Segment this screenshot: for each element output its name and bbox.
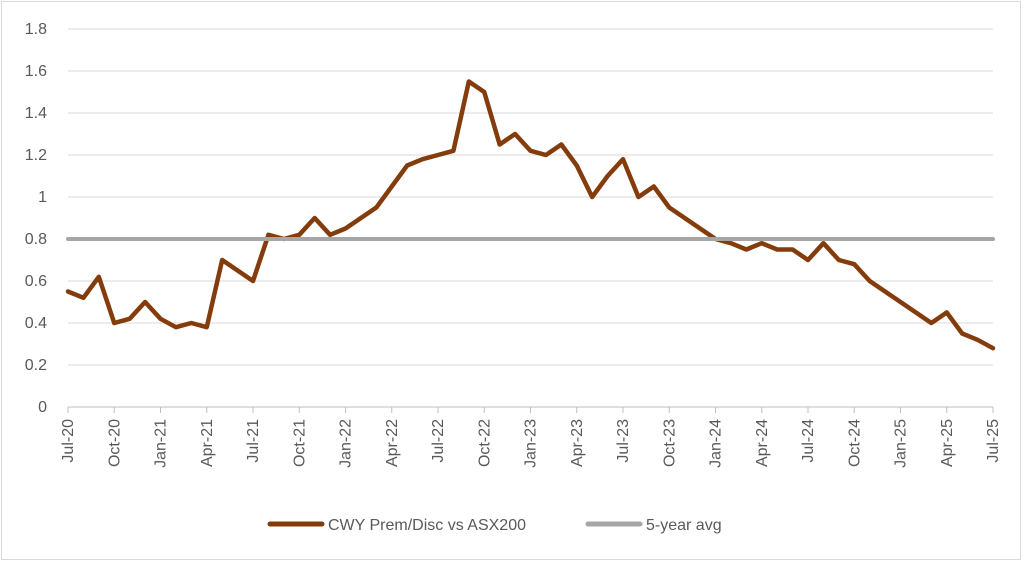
- legend: CWY Prem/Disc vs ASX200 5-year avg: [267, 517, 722, 534]
- y-tick-label: 1.2: [25, 147, 47, 164]
- y-tick-label: 1.6: [25, 63, 47, 80]
- x-tick-label: Oct-20: [106, 419, 123, 467]
- x-tick-label: Jul-20: [60, 419, 77, 463]
- grid-lines: [68, 28, 993, 366]
- x-tick-label: Apr-25: [939, 419, 956, 467]
- x-tick-label: Jan-25: [893, 419, 910, 468]
- x-tick-label: Jul-22: [430, 419, 447, 463]
- x-tick-label: Jan-24: [708, 419, 725, 468]
- legend-label-series-2: 5-year avg: [646, 517, 722, 534]
- x-tick-label: Apr-23: [569, 419, 586, 467]
- x-tick-label: Jul-23: [615, 419, 632, 463]
- x-tick-label: Oct-21: [291, 419, 308, 467]
- x-tick-label: Jan-23: [523, 419, 540, 468]
- y-tick-label: 0.4: [25, 315, 47, 332]
- x-tick-label: Apr-24: [754, 419, 771, 467]
- x-tick-label: Oct-23: [661, 419, 678, 467]
- y-tick-label: 0.6: [25, 273, 47, 290]
- y-tick-label: 0.2: [25, 357, 47, 374]
- x-tick-label: Jan-22: [338, 419, 355, 468]
- y-axis-ticks: 0 0.2 0.4 0.6 0.8 1 1.2 1.4 1.6 1.8: [25, 21, 47, 416]
- x-tick-label: Oct-24: [846, 419, 863, 467]
- x-tick-label: Jul-21: [245, 419, 262, 463]
- y-tick-label: 1: [38, 189, 47, 206]
- series-lines: [65, 79, 996, 351]
- y-tick-label: 1.4: [25, 105, 47, 122]
- x-tick-label: Apr-22: [384, 419, 401, 467]
- series-line-cwy-prem-disc: [65, 79, 996, 351]
- y-tick-label: 0: [38, 399, 47, 416]
- x-axis-ticks: Jul-20 Oct-20 Jan-21 Apr-21 Jul-21 Oct-21 Jan-…: [60, 407, 1002, 468]
- y-tick-label: 1.8: [25, 21, 47, 38]
- x-tick-label: Jan-21: [153, 419, 170, 468]
- y-tick-label: 0.8: [25, 231, 47, 248]
- x-tick-label: Jul-24: [800, 419, 817, 463]
- legend-label-series-1: CWY Prem/Disc vs ASX200: [328, 517, 526, 534]
- x-tick-label: Jul-25: [985, 419, 1002, 463]
- x-tick-label: Oct-22: [476, 419, 493, 467]
- x-tick-label: Apr-21: [199, 419, 216, 467]
